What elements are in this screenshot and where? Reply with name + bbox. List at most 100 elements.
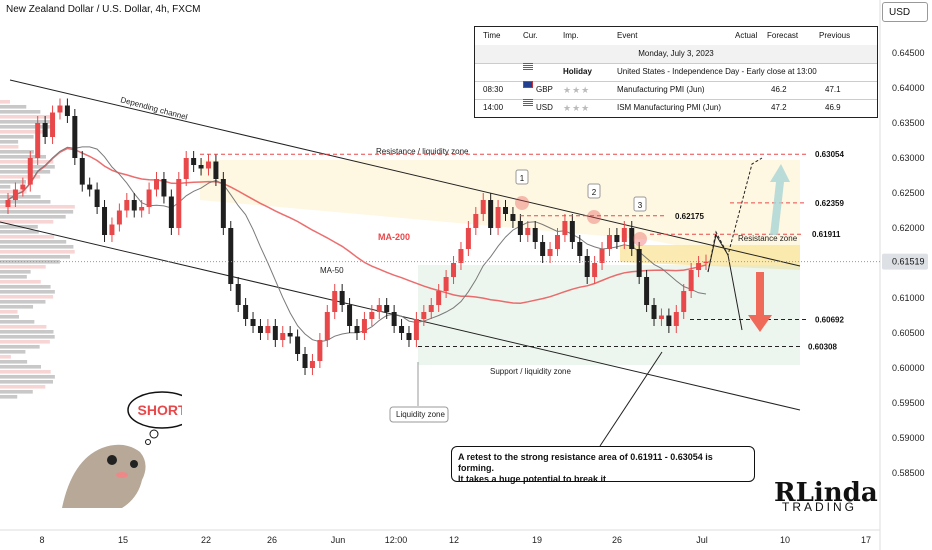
level-label: 0.63054	[815, 150, 844, 159]
profile-bar	[0, 330, 54, 334]
touch-number-box	[587, 183, 601, 199]
x-tick-label: Jun	[331, 535, 346, 545]
row-event: United States - Independence Day - Early…	[617, 67, 817, 76]
level-label: 0.62359	[815, 199, 844, 208]
calendar-row[interactable]: 08:30 GBP ★★★ Manufacturing PMI (Jun) 46…	[475, 81, 877, 100]
candle-body	[228, 228, 234, 284]
profile-bar	[0, 205, 75, 209]
calendar-header: Time Cur. Imp. Event Actual Forecast Pre…	[475, 27, 877, 46]
candle-body	[696, 263, 702, 270]
touch-number-box	[633, 196, 647, 212]
profile-bar	[0, 365, 42, 369]
profile-bar	[0, 185, 11, 189]
col-event: Event	[617, 31, 638, 40]
candle-body	[562, 221, 568, 235]
profile-bar	[0, 140, 19, 144]
profile-bar	[0, 340, 50, 344]
current-price-label: 0.61519	[892, 257, 925, 267]
candle-body	[146, 189, 152, 207]
level-label: 0.60308	[808, 342, 837, 351]
candle-body	[644, 277, 650, 305]
profile-bar	[0, 210, 74, 214]
touch-number: 3	[638, 201, 643, 210]
candle-body	[651, 305, 657, 319]
candle-body	[451, 263, 457, 277]
candles-layer	[5, 98, 709, 375]
col-imp: Imp.	[563, 31, 579, 40]
importance-stars: ★★★	[563, 85, 591, 95]
annotation-text: Resistance zone	[738, 234, 798, 243]
profile-bar	[0, 350, 26, 354]
candle-body	[525, 228, 531, 235]
calendar-date: Monday, July 3, 2023	[475, 45, 877, 64]
candle-body	[384, 305, 390, 312]
candle-body	[109, 224, 115, 235]
candle-body	[517, 221, 523, 235]
profile-bar	[0, 285, 51, 289]
current-price-badge	[882, 253, 928, 270]
candle-body	[636, 249, 642, 277]
volume-profile	[0, 100, 75, 399]
profile-bar	[0, 290, 55, 294]
x-tick-label: 10	[780, 535, 790, 545]
bearish-projection-path	[707, 233, 743, 331]
y-tick-label: 0.63000	[892, 153, 925, 163]
profile-bar	[0, 380, 53, 384]
candle-body	[116, 210, 122, 225]
levels-layer: 0.63054 0.62359 0.62175 0.61911 0.60692 0.603…	[200, 150, 844, 351]
row-forecast: 46.2	[771, 85, 787, 94]
y-tick-label: 0.59000	[892, 433, 925, 443]
bullish-arrow	[770, 164, 790, 235]
candle-body	[205, 161, 211, 169]
y-tick-label: 0.60500	[892, 328, 925, 338]
logo-sub: TRADING	[782, 500, 857, 514]
candle-body	[658, 315, 664, 319]
candle-body	[510, 214, 516, 221]
mascot-text: SHORT	[138, 402, 183, 418]
profile-bar	[0, 160, 54, 164]
profile-bar	[0, 325, 47, 329]
bearish-arrow	[748, 272, 772, 332]
candle-body	[592, 263, 598, 277]
calendar-row[interactable]: Holiday United States - Independence Day…	[475, 63, 877, 82]
candle-body	[302, 354, 308, 368]
candle-body	[42, 123, 48, 137]
candle-body	[629, 228, 635, 249]
annotation-text: Resistance / liquidity zone	[376, 147, 469, 156]
level-label: 0.61911	[812, 230, 841, 239]
candle-body	[257, 326, 263, 333]
y-tick-label: 0.59500	[892, 398, 925, 408]
liquidity-zone-box	[389, 406, 449, 423]
candle-body	[35, 123, 41, 158]
touch-number: 2	[592, 188, 597, 197]
col-previous: Previous	[819, 31, 851, 40]
candle-body	[458, 249, 464, 263]
currency-button[interactable]: USD	[882, 2, 928, 22]
y-tick-label: 0.60000	[892, 363, 925, 373]
col-actual: Actual	[735, 31, 758, 40]
col-cur: Cur.	[523, 31, 538, 40]
level-label: 0.60692	[815, 316, 844, 325]
profile-bar	[0, 270, 31, 274]
candle-body	[473, 214, 479, 228]
importance-stars: ★★★	[563, 103, 591, 113]
profile-bar	[0, 135, 34, 139]
row-previous: 46.9	[825, 103, 841, 112]
x-tick-label: 22	[201, 535, 211, 545]
candle-body	[64, 105, 70, 116]
analysis-callout: A retest to the strong resistance area o…	[451, 446, 755, 484]
thought-bubble	[127, 391, 182, 429]
candle-body	[347, 305, 353, 326]
candle-body	[168, 196, 174, 228]
candle-body	[332, 291, 338, 312]
candle-body	[280, 333, 286, 340]
row-cur: GBP	[536, 85, 553, 94]
candle-body	[413, 319, 419, 340]
x-tick-label: 15	[118, 535, 128, 545]
candle-body	[621, 228, 627, 242]
candle-body	[198, 165, 204, 169]
candle-body	[250, 319, 256, 326]
calendar-row[interactable]: 14:00 USD ★★★ ISM Manufacturing PMI (Jun…	[475, 99, 877, 117]
candle-body	[488, 200, 494, 228]
